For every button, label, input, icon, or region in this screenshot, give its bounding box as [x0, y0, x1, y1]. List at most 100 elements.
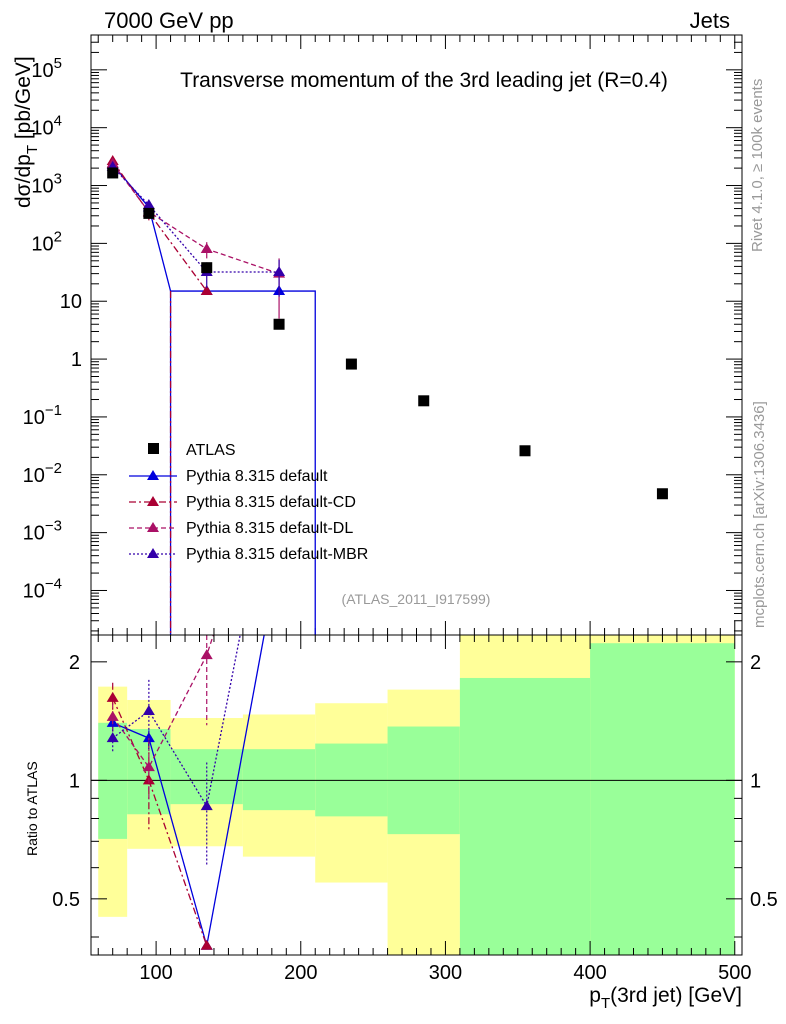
- legend-label-default: Pythia 8.315 default: [186, 468, 328, 485]
- y-tick-base-7: 10: [31, 176, 53, 198]
- series-line-3: [112, 166, 280, 273]
- y-tick-base-1: 10: [23, 523, 45, 545]
- ratio-tick-label-right-2: 2: [750, 652, 761, 674]
- category-label: Jets: [690, 8, 730, 33]
- ratio-uncertainty-bands: [98, 635, 735, 955]
- main-series-clipped: [106, 155, 316, 635]
- green-band-6: [459, 677, 591, 955]
- y-tick-label-3: 10−1: [23, 402, 62, 429]
- y-tick-label-2: 10−2: [23, 460, 62, 487]
- legend-marker-atlas: [148, 443, 159, 454]
- series-marker-3-3: [273, 266, 286, 277]
- x-tick-label-3: 400: [573, 962, 606, 984]
- x-axis-label: pT(3rd jet) [GeV]: [589, 984, 742, 1012]
- y-tick-label-4: 1: [71, 349, 82, 371]
- data-point-5: [418, 395, 430, 407]
- rivet-label: Rivet 4.1.0, ≥ 100k events: [749, 79, 766, 252]
- y-tick-label-7: 103: [31, 171, 62, 198]
- legend: ATLAS Pythia 8.315 default Pythia 8.315 …: [129, 442, 368, 563]
- green-band-7: [590, 643, 735, 955]
- y-tick-exp-9: 5: [54, 55, 62, 72]
- data-point-1: [143, 207, 155, 219]
- series-line-2: [112, 163, 280, 275]
- main-panel-series: [106, 155, 316, 635]
- atlas-data-points: [107, 167, 668, 500]
- y-axis-label: dσ/dpT [pb/GeV]: [12, 56, 41, 208]
- y-tick-exp-0: −4: [45, 575, 62, 592]
- y-tick-base-4: 1: [71, 349, 82, 371]
- ratio-panel-axes: 0.5 0.5 1 1 2 2 100 200 300 400 500: [52, 634, 778, 984]
- y-tick-base-0: 10: [23, 580, 45, 602]
- y-tick-label-1: 10−3: [23, 518, 62, 545]
- legend-label-cd: Pythia 8.315 default-CD: [186, 494, 356, 511]
- data-point-0: [107, 167, 119, 179]
- ratio-marker-2-1: [142, 761, 155, 772]
- y-tick-exp-2: −2: [45, 460, 62, 477]
- ratio-line-0: [112, 635, 265, 946]
- y-tick-base-2: 10: [23, 465, 45, 487]
- ratio-marker-2-2: [200, 649, 213, 660]
- y-tick-base-9: 10: [31, 60, 53, 82]
- legend-marker-3: [147, 548, 159, 558]
- x-axis-label-main: p: [589, 984, 601, 1007]
- y-tick-exp-8: 4: [54, 113, 62, 130]
- main-frame: [90, 34, 743, 636]
- ratio-marker-2-0: [106, 710, 119, 721]
- ratio-tick-label-right-1: 1: [750, 770, 761, 792]
- green-band-3: [242, 749, 316, 811]
- ratio-series-clipped: [91, 635, 742, 950]
- data-point-4: [345, 358, 357, 370]
- ratio-marker-1-0: [106, 691, 119, 702]
- x-tick-label-2: 300: [429, 962, 462, 984]
- x-tick-label-0: 100: [139, 962, 172, 984]
- y-tick-exp-6: 2: [54, 228, 62, 245]
- y-tick-label-8: 104: [31, 113, 62, 140]
- y-axis-label-sub: T: [24, 145, 41, 154]
- data-point-7: [656, 488, 668, 500]
- ratio-line-3: [112, 635, 241, 808]
- ratio-marker-3-2: [200, 800, 213, 811]
- ratio-tick-label-left-0: 0.5: [52, 889, 80, 911]
- analysis-id: (ATLAS_2011_I917599): [342, 591, 491, 607]
- y-tick-label-6: 102: [31, 228, 62, 255]
- y-tick-exp-7: 3: [54, 171, 62, 188]
- ratio-marker-3-1: [142, 705, 155, 716]
- y-tick-exp-1: −3: [45, 518, 62, 535]
- legend-marker-1: [147, 496, 159, 506]
- series-marker-2-2: [200, 242, 213, 253]
- data-point-3: [273, 318, 285, 330]
- ratio-panel-series: [91, 635, 742, 950]
- series-marker-1-2: [200, 285, 213, 296]
- legend-label-mbr: Pythia 8.315 default-MBR: [186, 546, 368, 563]
- legend-marker-0: [147, 470, 159, 480]
- y-tick-label-5: 10: [60, 291, 82, 313]
- chart-title: Transverse momentum of the 3rd leading j…: [180, 69, 668, 92]
- mcplots-label: mcplots.cern.ch [arXiv:1306.3436]: [751, 401, 768, 628]
- ratio-tick-label-left-1: 1: [69, 770, 80, 792]
- y-tick-exp-3: −1: [45, 402, 62, 419]
- y-tick-label-9: 105: [31, 55, 62, 82]
- y-axis-label-rest: [pb/GeV]: [12, 56, 35, 145]
- y-tick-base-6: 10: [31, 233, 53, 255]
- data-point-6: [519, 445, 531, 457]
- series-hist-0: [169, 290, 316, 635]
- y-tick-label-0: 10−4: [23, 575, 62, 602]
- ratio-y-axis-label: Ratio to ATLAS: [24, 761, 40, 856]
- x-tick-label-1: 200: [284, 962, 317, 984]
- data-point-2: [201, 262, 213, 274]
- ratio-marker-3-0: [106, 732, 119, 743]
- y-tick-base-5: 10: [60, 291, 82, 313]
- x-tick-label-4: 500: [718, 962, 751, 984]
- ratio-marker-1-2: [200, 939, 213, 950]
- y-tick-base-8: 10: [31, 118, 53, 140]
- legend-label-atlas: ATLAS: [186, 442, 236, 459]
- series-line-0: [112, 164, 172, 292]
- series-marker-3-1: [142, 199, 155, 210]
- ratio-tick-label-left-2: 2: [69, 652, 80, 674]
- legend-label-dl: Pythia 8.315 default-DL: [186, 520, 353, 537]
- ratio-tick-label-right-0: 0.5: [750, 889, 778, 911]
- beam-label: 7000 GeV pp: [104, 8, 234, 33]
- y-tick-base-3: 10: [23, 407, 45, 429]
